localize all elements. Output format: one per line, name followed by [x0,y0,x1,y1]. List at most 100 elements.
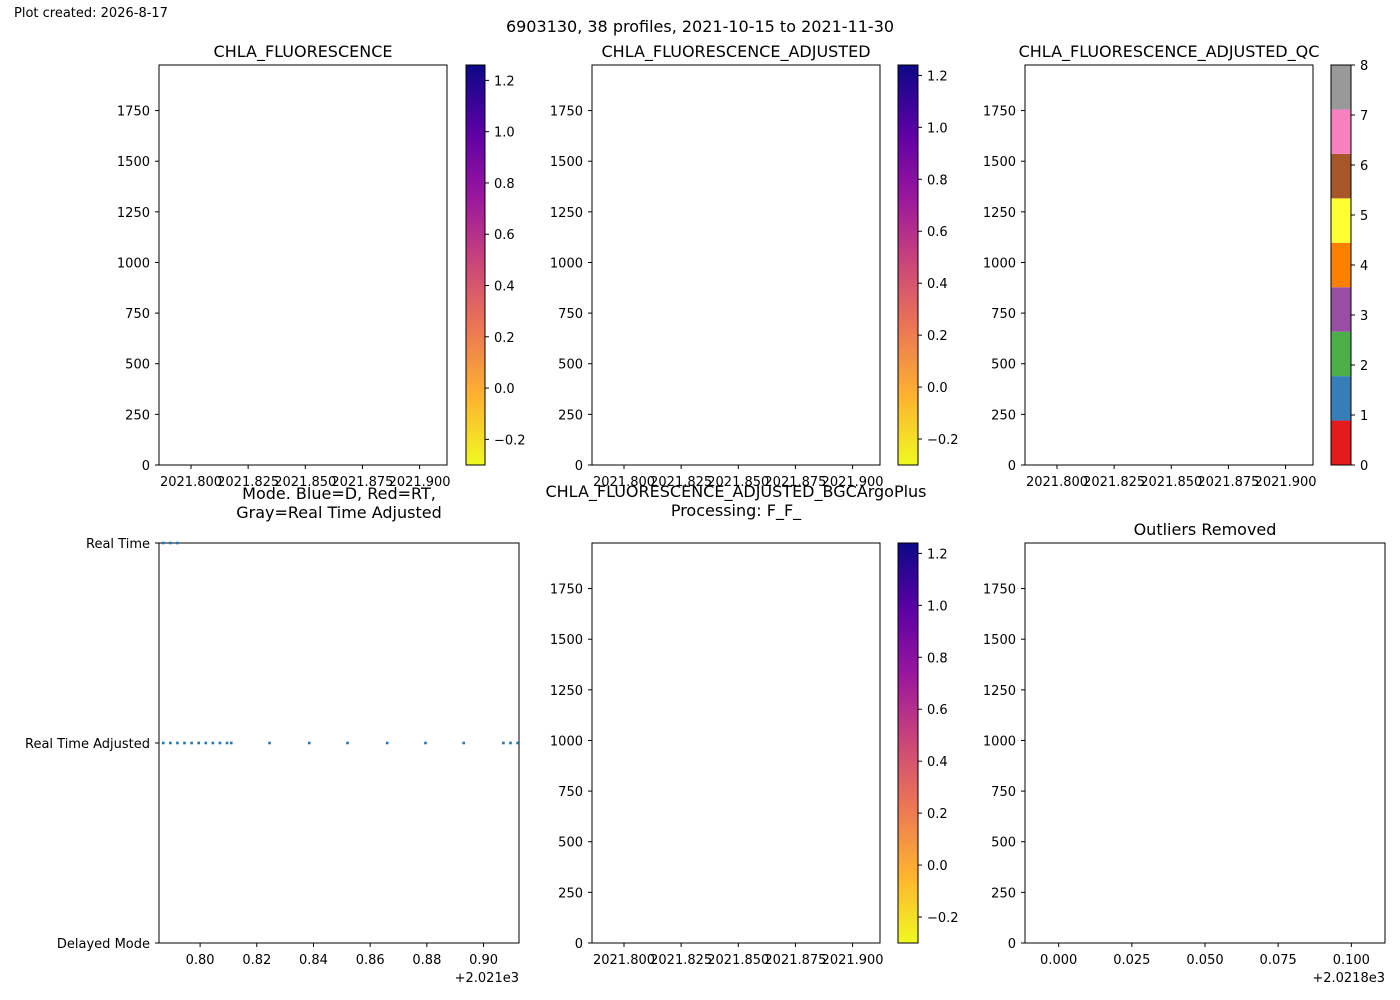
x-offset-label: +2.021e3 [455,971,519,986]
colorbar-tick-label: −0.2 [494,433,526,448]
colorbar-chla_bgc: −0.2 0.0 0.2 0.4 0.6 0.8 1.0 1.2 [897,542,959,944]
plot-area-chla_adj [591,64,881,466]
mode-point [346,741,349,745]
panel-title: CHLA_FLUORESCENCE_ADJUSTED_QC [1019,42,1320,62]
colorbar-tick-label: 0.4 [494,280,515,295]
colorbar-tick-label: 0.0 [927,381,948,396]
y-tick-label: 0 [142,459,150,474]
panel-title: CHLA_FLUORESCENCE_ADJUSTED [601,42,870,62]
colorbar-tick-label: 0.2 [494,331,515,346]
colorbar-chla_adj_qc: 0 1 2 3 4 5 6 7 8 [1330,59,1368,474]
mode-point [462,741,466,745]
y-tick-label: 1500 [117,155,150,170]
panel-chla_adj_qc: CHLA_FLUORESCENCE_ADJUSTED_QC02505007501… [983,42,1368,490]
y-tick-label: 1500 [983,155,1016,170]
y-tick-label: 250 [558,408,583,423]
colorbar-frame [897,542,919,944]
x-tick-label: 2021.800 [593,475,655,490]
colorbar-tick-label: 1.0 [927,121,948,136]
mode-point [183,741,186,745]
x-tick-label: 2021.825 [1083,475,1145,490]
y-tick-label: 1250 [550,684,583,699]
x-tick-label: 2021.900 [389,475,451,490]
figure-suptitle: 6903130, 38 profiles, 2021-10-15 to 2021… [505,17,895,36]
x-tick-label: 0.025 [1113,953,1150,968]
x-tick-label: 0.80 [186,953,215,968]
mode-point [176,541,179,545]
colorbar-segment [1331,287,1351,332]
panel-chla: CHLA_FLUORESCENCE 0 250 500 750 1000 1250 1500 1… [117,42,526,490]
x-tick-label: 0.050 [1186,953,1223,968]
y-tick-label: 1250 [550,206,583,221]
y-tick-label: 1500 [550,633,583,648]
x-tick-label: 0.88 [412,953,441,968]
y-tick-label: 1500 [550,155,583,170]
colorbar-tick-label: 0.4 [927,277,948,292]
x-tick-label: 2021.900 [822,475,884,490]
colorbar-tick-label: 4 [1360,259,1368,274]
panel-title: CHLA_FLUORESCENCE [214,42,393,62]
y-tick-label: 1000 [117,256,150,271]
x-tick-label: 2021.800 [593,953,655,968]
panel-title-line2: Processing: F_F_ [671,501,802,521]
mode-point [268,741,271,745]
plot-area-chla [158,64,448,466]
colorbar-tick-label: 8 [1360,59,1368,74]
colorbar-segment [1331,153,1351,199]
colorbar-tick-label: 0.6 [927,703,948,718]
mode-point [190,741,193,745]
y-tick-label: 500 [125,358,150,373]
mode-point [516,741,519,745]
y-tick-label: 500 [991,358,1016,373]
y-tick-label: 0 [1008,459,1016,474]
x-tick-label: 2021.875 [331,475,393,490]
plot-created-label: Plot created: 2026-8-17 [14,6,168,21]
y-tick-label: 1000 [550,256,583,271]
colorbar-segment [1331,242,1351,288]
colorbar-segment [1331,65,1351,110]
x-tick-label: 2021.825 [650,953,712,968]
y-tick-label: 1750 [983,105,1016,120]
x-tick-label: 2021.850 [274,475,336,490]
y-tick-label: 1250 [117,206,150,221]
y-tick-label: 1750 [117,105,150,120]
mode-point [385,741,389,745]
x-tick-label: 2021.800 [160,475,222,490]
x-tick-label: 2021.875 [764,953,826,968]
colorbar-chla: −0.2 0.0 0.2 0.4 0.6 0.8 1.0 1.2 [465,64,526,466]
y-tick-label: 750 [991,785,1016,800]
y-tick-label: 1500 [983,633,1016,648]
colorbar-segment [1331,198,1351,243]
colorbar-tick-label: 0.0 [927,859,948,874]
y-tick-label: 0 [575,937,583,952]
y-tick-label: 1750 [550,583,583,598]
mode-point [161,741,165,745]
x-tick-label: 2021.825 [650,475,712,490]
x-tick-label: 2021.850 [707,953,769,968]
colorbar-chla_adj: −0.2 0.0 0.2 0.4 0.6 0.8 1.0 1.2 [897,64,959,466]
y-tick-label: Real Time [86,537,150,552]
plot-area-chla_bgc [591,542,881,944]
mode-point [161,541,165,545]
mode-point [211,741,215,745]
panel-mode: Mode. Blue=D, Red=RT,Gray=Real Time Adju… [25,484,520,986]
colorbar-frame [465,64,486,466]
y-tick-label: Delayed Mode [57,937,150,952]
colorbar-tick-label: 3 [1360,309,1368,324]
mode-point [502,741,505,745]
y-tick-label: 1250 [983,206,1016,221]
x-tick-label: 0.86 [356,953,385,968]
colorbar-tick-label: −0.2 [927,433,959,448]
colorbar-tick-label: 0.6 [927,225,948,240]
colorbar-tick-label: 1 [1360,409,1368,424]
x-tick-label: 0.075 [1260,953,1297,968]
plot-area-outliers [1024,542,1386,944]
y-tick-label: Real Time Adjusted [25,737,150,752]
colorbar-tick-label: 1.2 [494,74,515,89]
mode-point [204,741,208,745]
y-tick-label: 250 [991,408,1016,423]
x-tick-label: 0.82 [242,953,271,968]
x-tick-label: 2021.900 [1255,475,1317,490]
colorbar-segment [1331,420,1351,465]
colorbar-tick-label: 2 [1360,359,1368,374]
